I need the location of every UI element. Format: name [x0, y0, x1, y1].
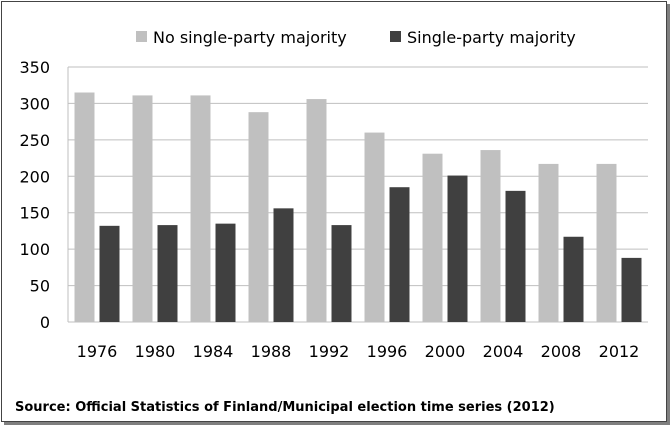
y-tick-label: 50	[30, 277, 50, 296]
bar-single-party-majority	[100, 226, 120, 322]
x-tick-label: 2004	[483, 342, 524, 361]
x-tick-label: 2000	[425, 342, 466, 361]
source-note: Source: Official Statistics of Finland/M…	[15, 400, 555, 415]
bar-chart: 0 50 100 150 200 250 300 350 1976 1980 1984 1988 199…	[2, 2, 666, 397]
y-tick-label: 200	[19, 167, 50, 186]
bar-single-party-majority	[390, 187, 410, 322]
bar-no-single-party-majority	[481, 150, 501, 322]
bar-no-single-party-majority	[423, 154, 443, 322]
y-tick-label: 250	[19, 131, 50, 150]
bar-single-party-majority	[274, 208, 294, 322]
legend-label: Single-party majority	[407, 28, 576, 47]
y-tick-label: 350	[19, 58, 50, 77]
x-tick-label: 1976	[77, 342, 118, 361]
bar-no-single-party-majority	[75, 93, 95, 323]
y-tick-label: 300	[19, 94, 50, 113]
x-tick-label: 1996	[367, 342, 408, 361]
x-tick-label: 1980	[135, 342, 176, 361]
x-tick-label: 2012	[599, 342, 640, 361]
x-tick-label: 1992	[309, 342, 350, 361]
bar-single-party-majority	[158, 225, 178, 322]
bar-single-party-majority	[448, 176, 468, 322]
y-tick-label: 100	[19, 240, 50, 259]
bar-single-party-majority	[622, 258, 642, 322]
bar-no-single-party-majority	[249, 112, 269, 322]
x-tick-label: 1984	[193, 342, 234, 361]
legend-label: No single-party majority	[153, 28, 347, 47]
bar-no-single-party-majority	[191, 95, 211, 322]
bar-no-single-party-majority	[597, 164, 617, 322]
bar-no-single-party-majority	[307, 99, 327, 322]
legend-swatch	[136, 31, 147, 42]
bar-no-single-party-majority	[539, 164, 559, 322]
x-tick-label: 1988	[251, 342, 292, 361]
bar-single-party-majority	[506, 191, 526, 322]
bar-single-party-majority	[216, 224, 236, 322]
bar-no-single-party-majority	[133, 95, 153, 322]
x-tick-label: 2008	[541, 342, 582, 361]
legend-swatch	[390, 31, 401, 42]
bar-single-party-majority	[564, 237, 584, 322]
bar-no-single-party-majority	[365, 133, 385, 322]
y-tick-label: 150	[19, 204, 50, 223]
y-tick-label: 0	[40, 313, 50, 332]
bar-single-party-majority	[332, 225, 352, 322]
